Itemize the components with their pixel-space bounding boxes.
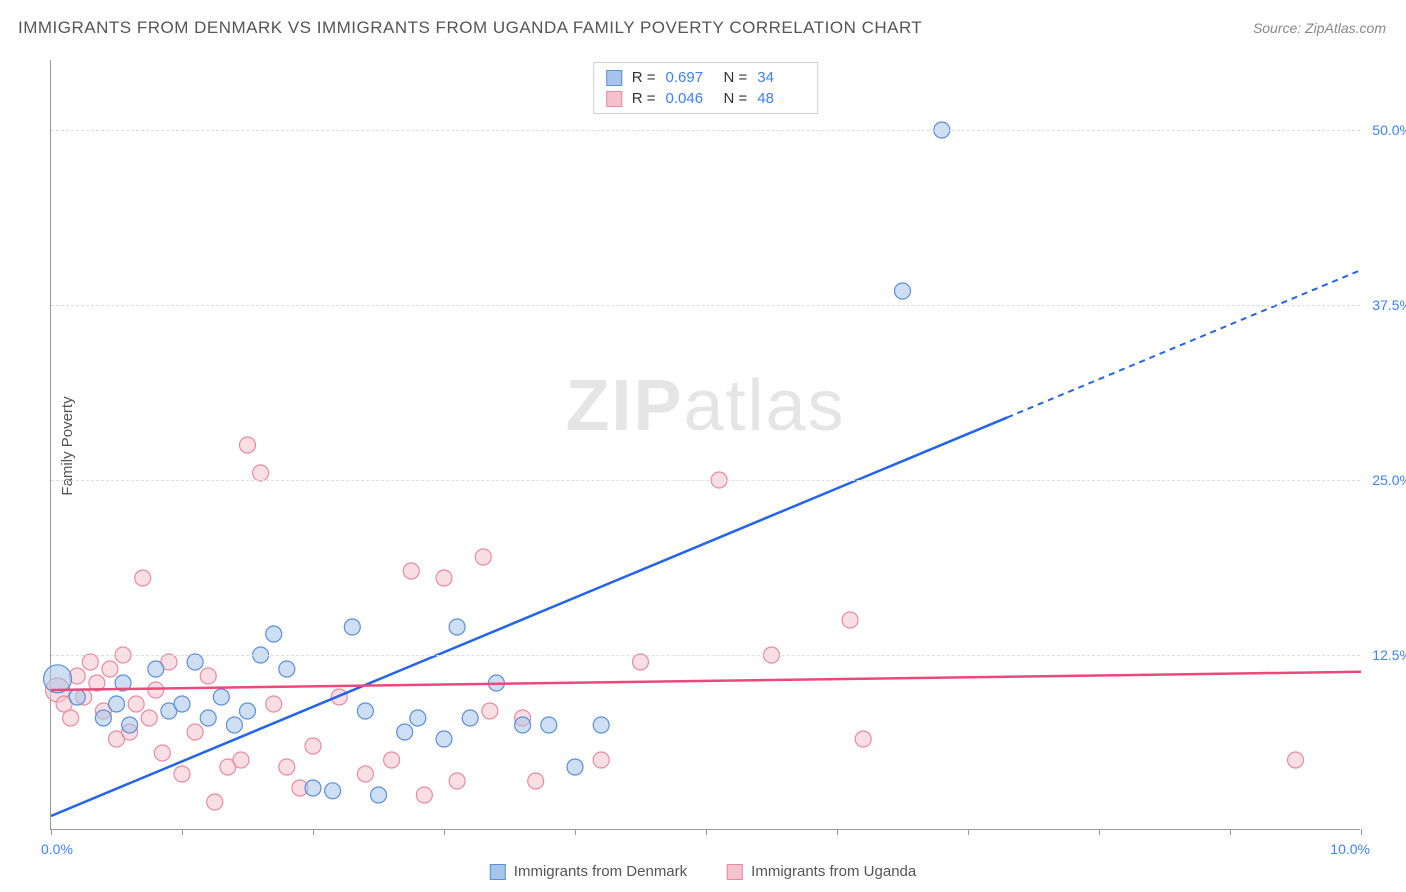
x-tick bbox=[575, 829, 576, 835]
n-value-uganda: 48 bbox=[757, 90, 805, 107]
n-label: N = bbox=[724, 90, 748, 107]
legend-row-denmark: R = 0.697 N = 34 bbox=[606, 67, 806, 88]
x-axis-max-label: 10.0% bbox=[1330, 841, 1370, 857]
y-tick-label: 25.0% bbox=[1372, 472, 1406, 488]
series-legend: Immigrants from Denmark Immigrants from … bbox=[490, 863, 916, 880]
swatch-uganda-bottom bbox=[727, 864, 743, 880]
gridline bbox=[51, 305, 1360, 306]
r-value-denmark: 0.697 bbox=[666, 69, 714, 86]
r-value-uganda: 0.046 bbox=[666, 90, 714, 107]
gridline bbox=[51, 655, 1360, 656]
x-tick bbox=[837, 829, 838, 835]
source-attribution: Source: ZipAtlas.com bbox=[1253, 20, 1386, 36]
y-tick-label: 12.5% bbox=[1372, 647, 1406, 663]
legend-item-denmark: Immigrants from Denmark bbox=[490, 863, 687, 880]
x-tick bbox=[968, 829, 969, 835]
plot-area: ZIPatlas R = 0.697 N = 34 R = 0.046 N = … bbox=[50, 60, 1360, 830]
r-label: R = bbox=[632, 90, 656, 107]
x-tick bbox=[706, 829, 707, 835]
swatch-uganda bbox=[606, 91, 622, 107]
legend-item-uganda: Immigrants from Uganda bbox=[727, 863, 916, 880]
chart-container: IMMIGRANTS FROM DENMARK VS IMMIGRANTS FR… bbox=[0, 0, 1406, 892]
x-tick bbox=[51, 829, 52, 835]
scatter-svg bbox=[51, 60, 1360, 829]
x-tick bbox=[1099, 829, 1100, 835]
r-label: R = bbox=[632, 69, 656, 86]
n-label: N = bbox=[724, 69, 748, 86]
correlation-legend: R = 0.697 N = 34 R = 0.046 N = 48 bbox=[593, 62, 819, 114]
y-tick-label: 37.5% bbox=[1372, 297, 1406, 313]
n-value-denmark: 34 bbox=[757, 69, 805, 86]
x-tick bbox=[313, 829, 314, 835]
legend-label-denmark: Immigrants from Denmark bbox=[514, 863, 687, 880]
x-tick bbox=[444, 829, 445, 835]
swatch-denmark bbox=[606, 70, 622, 86]
y-tick-label: 50.0% bbox=[1372, 122, 1406, 138]
gridline bbox=[51, 480, 1360, 481]
swatch-denmark-bottom bbox=[490, 864, 506, 880]
x-tick bbox=[1230, 829, 1231, 835]
x-axis-min-label: 0.0% bbox=[41, 841, 73, 857]
chart-title: IMMIGRANTS FROM DENMARK VS IMMIGRANTS FR… bbox=[18, 18, 922, 38]
x-tick bbox=[182, 829, 183, 835]
x-tick bbox=[1361, 829, 1362, 835]
legend-row-uganda: R = 0.046 N = 48 bbox=[606, 88, 806, 109]
legend-label-uganda: Immigrants from Uganda bbox=[751, 863, 916, 880]
gridline bbox=[51, 130, 1360, 131]
